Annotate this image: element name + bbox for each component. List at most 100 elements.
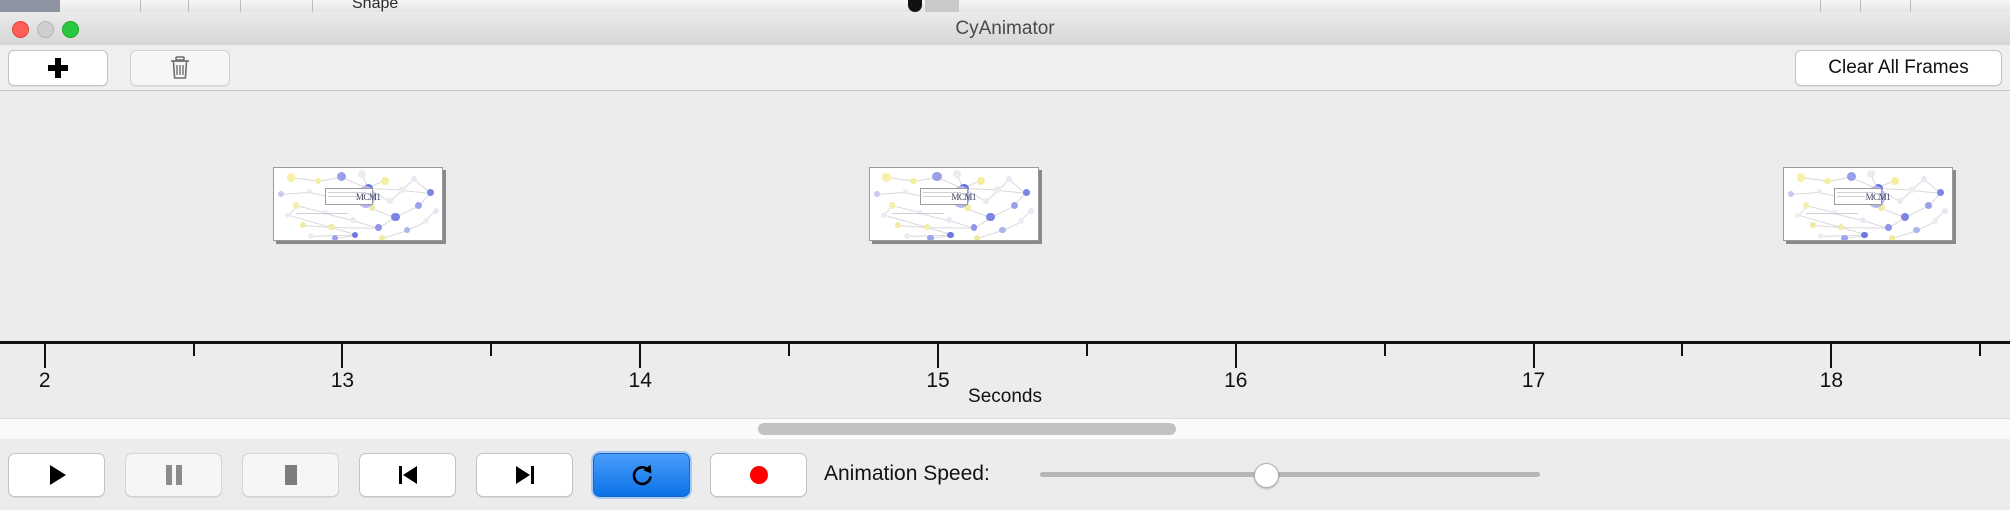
graph-node <box>999 226 1006 234</box>
play-icon <box>49 465 66 485</box>
graph-node <box>331 234 338 240</box>
graph-annotation-text <box>327 196 356 198</box>
graph-node <box>1908 186 1915 193</box>
network-graph-thumbnail: MCM1 <box>1784 168 1952 240</box>
tick-minor <box>1681 344 1684 356</box>
delete-frame-button[interactable] <box>130 50 230 86</box>
traffic-lights <box>12 21 79 38</box>
graph-node <box>1861 231 1869 239</box>
graph-node <box>910 177 917 185</box>
graph-annotation-text <box>1805 212 1858 214</box>
bg-seg <box>1860 0 1911 12</box>
pause-button[interactable] <box>125 453 222 497</box>
clear-all-frames-label: Clear All Frames <box>1828 57 1969 78</box>
graph-edge <box>281 191 310 195</box>
graph-node <box>328 223 335 231</box>
graph-edge <box>324 212 354 221</box>
add-frame-button[interactable] <box>8 50 108 86</box>
tick-label: 14 <box>628 369 652 392</box>
stop-button[interactable] <box>242 453 339 497</box>
graph-node <box>927 234 934 240</box>
graph-annotation-text <box>327 192 366 194</box>
graph-node <box>1816 189 1822 195</box>
bg-seg <box>1000 0 1821 12</box>
tick-label: 16 <box>1224 369 1248 392</box>
graph-edge <box>1790 191 1820 195</box>
bg-seg <box>1820 0 1861 12</box>
graph-node <box>1936 189 1944 196</box>
graph-node <box>292 202 300 209</box>
tick-label: 13 <box>330 369 355 392</box>
graph-edge <box>920 212 949 221</box>
graph-node <box>1932 218 1939 225</box>
clear-all-frames-button[interactable]: Clear All Frames <box>1795 50 2002 86</box>
bg-seg <box>312 0 953 12</box>
network-graph-thumbnail: MCM1 <box>870 168 1038 240</box>
tick-major <box>43 344 46 368</box>
graph-node <box>410 175 417 182</box>
graph-node <box>1802 202 1810 209</box>
graph-node <box>415 201 423 210</box>
loop-button[interactable] <box>593 453 690 497</box>
graph-node-label: MCM1 <box>951 191 976 202</box>
tick-minor <box>1085 344 1088 356</box>
title-bar[interactable]: CyAnimator <box>0 12 2010 46</box>
animation-speed-slider-thumb[interactable] <box>1253 463 1279 488</box>
graph-node <box>1809 221 1816 228</box>
tick-major <box>1532 344 1535 368</box>
graph-node <box>307 189 313 195</box>
graph-edge <box>876 191 906 195</box>
timeline-frame[interactable]: MCM1 <box>868 167 1039 241</box>
tick-major <box>341 344 344 368</box>
tick-major <box>937 344 939 368</box>
graph-node <box>351 231 359 239</box>
graph-node <box>932 172 942 182</box>
graph-node <box>1920 175 1927 182</box>
graph-node <box>357 170 366 179</box>
timeline-frame[interactable]: MCM1 <box>273 167 444 241</box>
bg-seg <box>140 0 189 12</box>
graph-node <box>1824 177 1832 185</box>
minimize-button[interactable] <box>37 21 54 38</box>
pause-icon <box>165 465 182 485</box>
graph-node <box>1787 190 1794 197</box>
timeline-frame[interactable]: MCM1 <box>1783 167 1954 241</box>
close-button[interactable] <box>12 21 29 38</box>
graph-node <box>1010 201 1018 210</box>
timeline-scrollbar[interactable] <box>0 418 2010 440</box>
graph-node <box>880 212 886 219</box>
network-graph-thumbnail: MCM1 <box>274 168 442 240</box>
graph-annotation-text <box>923 196 952 198</box>
graph-edge <box>1834 212 1864 221</box>
animation-speed-slider-track[interactable] <box>1040 472 1540 477</box>
graph-node <box>1896 198 1903 205</box>
record-button[interactable] <box>710 453 807 497</box>
graph-edge <box>290 177 318 182</box>
graph-node <box>1794 212 1801 219</box>
zoom-button[interactable] <box>62 21 79 38</box>
trash-icon <box>171 56 189 79</box>
graph-node <box>350 216 357 223</box>
graph-node <box>314 177 322 185</box>
skip-to-start-button[interactable] <box>359 453 456 497</box>
tick-minor <box>490 344 493 356</box>
play-button[interactable] <box>8 453 105 497</box>
graph-node <box>1837 223 1845 231</box>
graph-node <box>964 204 971 211</box>
graph-node <box>427 189 434 196</box>
graph-node <box>1913 226 1921 234</box>
graph-node <box>403 226 411 234</box>
graph-node <box>873 190 880 197</box>
graph-node <box>1867 170 1876 179</box>
skip-to-end-button[interactable] <box>476 453 573 497</box>
timeline-scrollbar-thumb[interactable] <box>757 423 1176 435</box>
tick-major <box>1830 344 1833 368</box>
skip-back-icon <box>398 466 417 484</box>
timeline-panel[interactable]: MCM1 MCM1 MCM1 2 13 14 15 16 17 18 Seconds <box>0 91 2010 413</box>
stop-icon <box>284 465 297 485</box>
graph-node <box>945 216 952 223</box>
timeline-ruler-line <box>0 341 2010 344</box>
playback-control-bar: Animation Speed: <box>0 439 2010 510</box>
graph-node <box>882 173 891 182</box>
